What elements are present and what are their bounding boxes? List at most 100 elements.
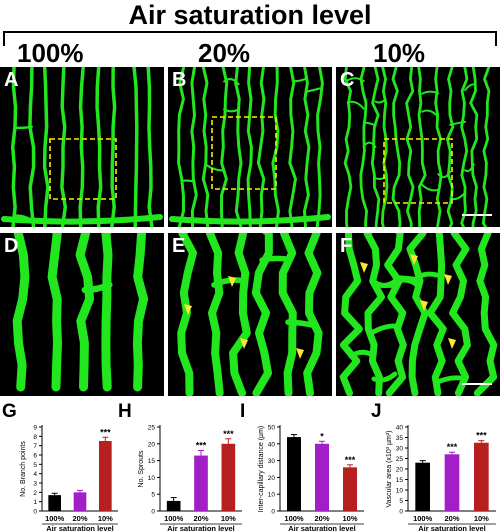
branch: [205, 163, 226, 172]
bar-10pct: [343, 467, 357, 511]
y-tick-label: 1: [33, 499, 37, 506]
branch: [449, 120, 467, 126]
vessel: [473, 233, 498, 396]
y-tick-label: 30: [268, 458, 276, 465]
y-axis-label: No. Branch points: [20, 441, 27, 497]
branch: [291, 77, 308, 83]
bar-100pct: [415, 462, 430, 511]
significance-label: *: [320, 431, 324, 441]
x-tick-label: 10%: [98, 514, 113, 523]
chart-letter-i: I: [240, 401, 246, 422]
vessel: [460, 67, 469, 227]
vessel: [481, 67, 491, 227]
bar-20pct: [194, 455, 208, 511]
vessel: [315, 67, 324, 227]
y-tick-label: 15: [396, 477, 404, 484]
branch: [211, 277, 243, 288]
bar-10pct: [474, 442, 489, 511]
y-tick-label: 15: [148, 458, 156, 465]
vessel: [110, 67, 117, 227]
branch: [371, 278, 398, 288]
branch: [434, 375, 463, 385]
vessel-network: [1, 67, 163, 227]
chart-sprouts: 0 5 10 15 20 25 No. Sprouts 100% *** 20% *** 10%Air…: [138, 425, 242, 531]
y-tick-label: 25: [148, 425, 156, 432]
bar-20pct: [315, 443, 329, 511]
y-tick-label: 0: [399, 509, 403, 516]
branch: [346, 100, 365, 110]
y-tick-label: 40: [396, 425, 404, 432]
basal-vessel: [169, 214, 331, 225]
vessel-network: [177, 233, 323, 396]
image-panel-b: B: [168, 67, 332, 227]
y-tick-label: 9: [33, 425, 37, 432]
chart-letter-g: G: [2, 401, 17, 422]
x-axis-label: Air saturation level: [167, 524, 235, 531]
x-tick-label: 20%: [314, 514, 329, 523]
branch: [371, 371, 398, 383]
branch: [362, 121, 377, 127]
vessel: [343, 67, 353, 227]
vessel: [42, 67, 50, 227]
branch: [223, 78, 240, 86]
y-tick-label: 40: [268, 441, 276, 448]
arrowhead-icon: [410, 254, 418, 265]
x-tick-label: 20%: [193, 514, 208, 523]
vessel: [469, 67, 479, 227]
vessels: [1, 67, 163, 227]
branch: [421, 109, 440, 119]
x-tick-label: 100%: [164, 514, 184, 523]
x-tick-label: 20%: [444, 514, 459, 523]
branch: [374, 98, 387, 104]
vessel-network: [169, 67, 331, 227]
bar-100pct: [287, 437, 301, 511]
x-tick-label: 20%: [72, 514, 87, 523]
vessel: [28, 67, 36, 227]
vessel: [177, 233, 197, 396]
significance-label: ***: [196, 441, 207, 451]
vessel: [339, 233, 363, 396]
x-tick-label: 10%: [342, 514, 357, 523]
chart-letter-j: J: [371, 401, 382, 422]
vessel: [251, 233, 273, 396]
vessel: [426, 233, 447, 396]
y-tick-label: 6: [33, 453, 37, 460]
arrowhead-icon: [420, 300, 428, 311]
vessel: [132, 233, 149, 392]
branch: [180, 179, 196, 183]
image-panel-f: F: [336, 233, 500, 396]
y-tick-label: 20: [268, 475, 276, 482]
y-tick-label: 20: [396, 467, 404, 474]
column-label-100: 100%: [17, 38, 84, 68]
significance-label: ***: [223, 429, 234, 439]
vessel: [220, 67, 229, 227]
y-tick-label: 10: [268, 492, 276, 499]
figure-title: Air saturation level: [128, 0, 372, 30]
y-tick-label: 30: [396, 446, 404, 453]
branch: [13, 125, 33, 130]
branch: [464, 83, 475, 92]
branch: [421, 183, 440, 192]
vessel: [449, 233, 471, 396]
arrowhead-icon: [296, 348, 304, 359]
column-label-10: 10%: [373, 38, 426, 68]
bar-20pct: [444, 454, 460, 511]
bar-100pct: [166, 500, 181, 511]
y-tick-label: 7: [33, 443, 37, 450]
vessel: [201, 67, 210, 227]
significance-label: ***: [476, 431, 487, 441]
arrowhead-icon: [444, 274, 452, 285]
vessel-network: [339, 233, 498, 396]
y-tick-label: 0: [271, 509, 275, 516]
vessel: [229, 233, 251, 396]
panel-letter-d: D: [4, 235, 19, 257]
vessels: [169, 67, 331, 227]
column-label-20: 20%: [198, 38, 251, 68]
vessel: [380, 67, 389, 227]
y-tick-label: 50: [268, 425, 276, 432]
x-axis-label: Air saturation level: [288, 524, 356, 531]
vessel: [406, 233, 429, 396]
vessel: [391, 67, 402, 227]
bar-10pct: [99, 441, 112, 511]
